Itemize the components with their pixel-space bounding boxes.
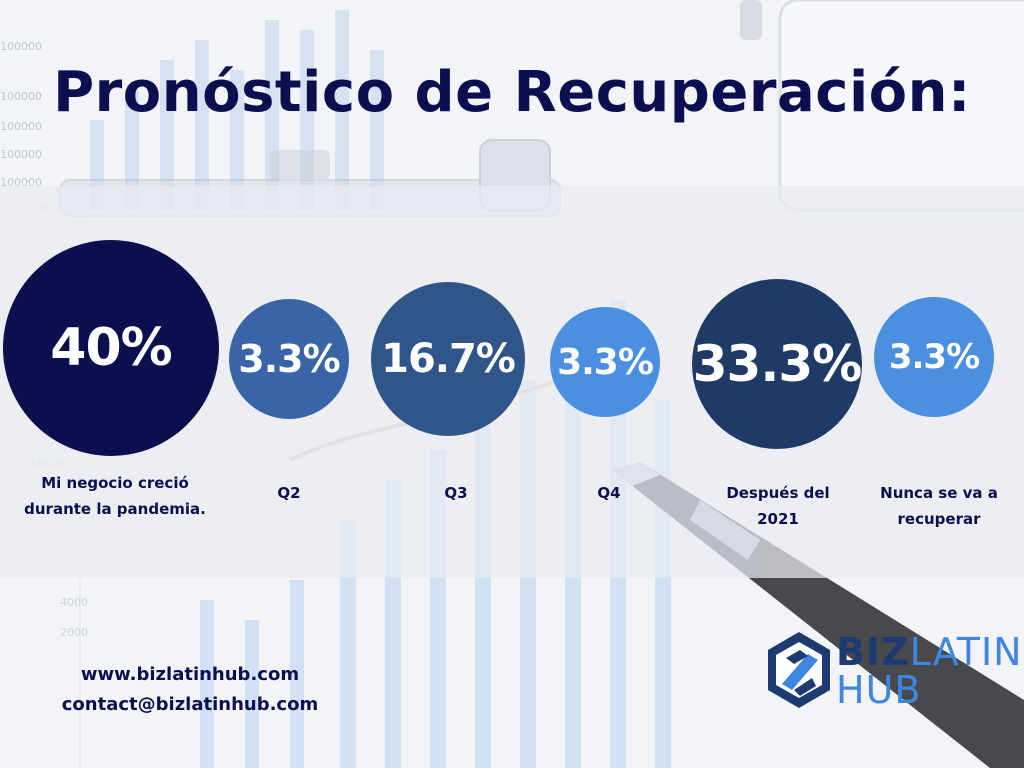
bubble-value: 3.3%: [238, 337, 340, 381]
bubble-value: 3.3%: [557, 341, 654, 383]
bubble-label: Mi negocio creció durante la pandemia.: [24, 474, 206, 518]
bubble-1: 40%: [3, 240, 219, 456]
svg-text:2000: 2000: [60, 626, 88, 639]
biz-latin-hub-logo-icon: [768, 632, 830, 708]
bubble-label: Q4: [597, 484, 621, 502]
svg-text:100000: 100000: [0, 120, 42, 133]
biz-latin-hub-logo: BIZLATIN HUB: [764, 622, 1022, 722]
bubble-value: 3.3%: [888, 337, 980, 377]
bubble-5: 33.3%: [692, 279, 862, 449]
contact-block: www.bizlatinhub.com contact@bizlatinhub.…: [40, 660, 340, 720]
logo-word-biz: BIZ: [836, 630, 910, 674]
bubble-value: 33.3%: [692, 335, 862, 393]
svg-text:100000: 100000: [0, 176, 42, 189]
bubble-label: Después del 2021: [726, 484, 830, 528]
bubble-6: 3.3%: [874, 297, 994, 417]
bubble-4: 3.3%: [550, 307, 660, 417]
bubble-label: Nunca se va a recuperar: [880, 484, 998, 528]
website-link[interactable]: www.bizlatinhub.com: [80, 664, 300, 685]
email-link[interactable]: contact@bizlatinhub.com: [61, 694, 319, 715]
logo-word-latin: LATIN: [909, 630, 1023, 674]
bubble-value: 40%: [50, 318, 172, 378]
svg-text:100000: 100000: [0, 148, 42, 161]
page-title: Pronóstico de Recuperación:: [53, 60, 971, 125]
svg-text:100000: 100000: [0, 40, 42, 53]
bubble-label: Q3: [444, 484, 468, 502]
bubble-value: 16.7%: [381, 336, 516, 382]
svg-text:4000: 4000: [60, 596, 88, 609]
bubble-3: 16.7%: [371, 282, 525, 436]
logo-word-hub: HUB: [836, 668, 922, 712]
bubble-2: 3.3%: [229, 299, 349, 419]
svg-text:100000: 100000: [0, 90, 42, 103]
bubble-label: Q2: [277, 484, 301, 502]
